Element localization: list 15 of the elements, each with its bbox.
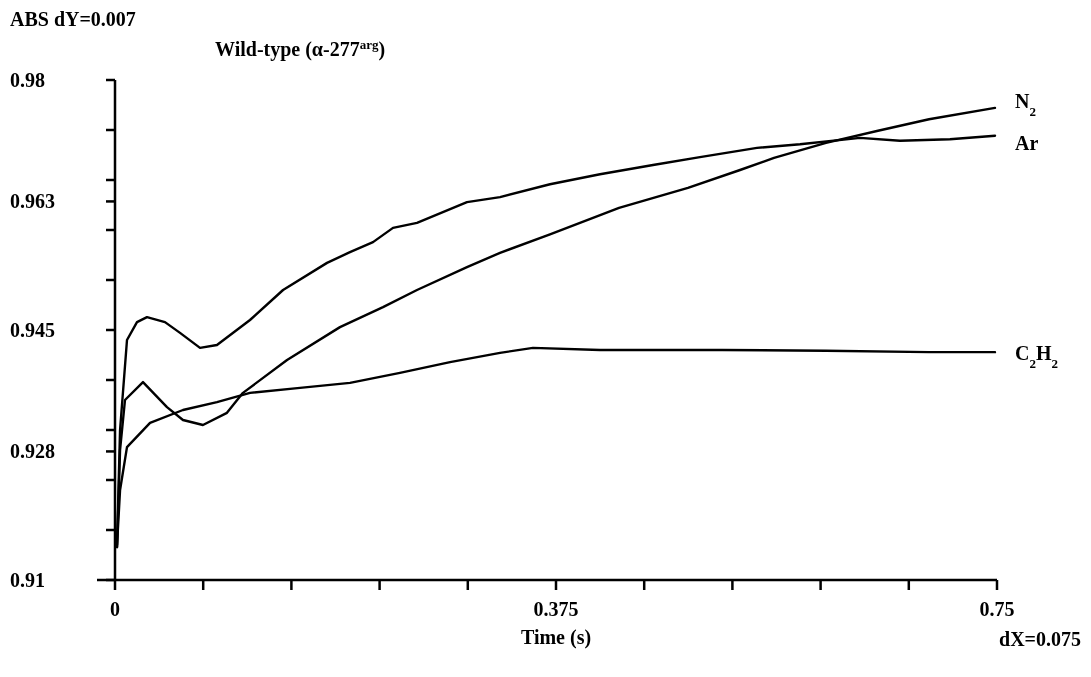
y-axis-title: ABS dY=0.007 [10, 8, 136, 30]
y-tick-label: 0.928 [10, 440, 55, 463]
x-tick-label: 0 [110, 598, 120, 620]
y-tick-label: 0.963 [10, 190, 55, 213]
series-label: N$_{2}$ [1015, 89, 1036, 119]
x-axis-title: Time (s) [520, 626, 592, 649]
series-label: C$_{2}$H$_{2}$ [1015, 342, 1059, 371]
chart-title: Wild-type (α-277$^{arg}$) [215, 36, 386, 61]
y-tick-label: 0.98 [10, 69, 45, 91]
y-tick-label: 0.91 [10, 569, 45, 591]
x-tick-label: 0.75 [979, 598, 1015, 620]
text: dX=0.075 [999, 628, 1081, 650]
series-label: Ar [1015, 131, 1039, 154]
x-tick-label: 0.375 [533, 598, 579, 620]
y-tick-label: 0.945 [10, 319, 55, 341]
